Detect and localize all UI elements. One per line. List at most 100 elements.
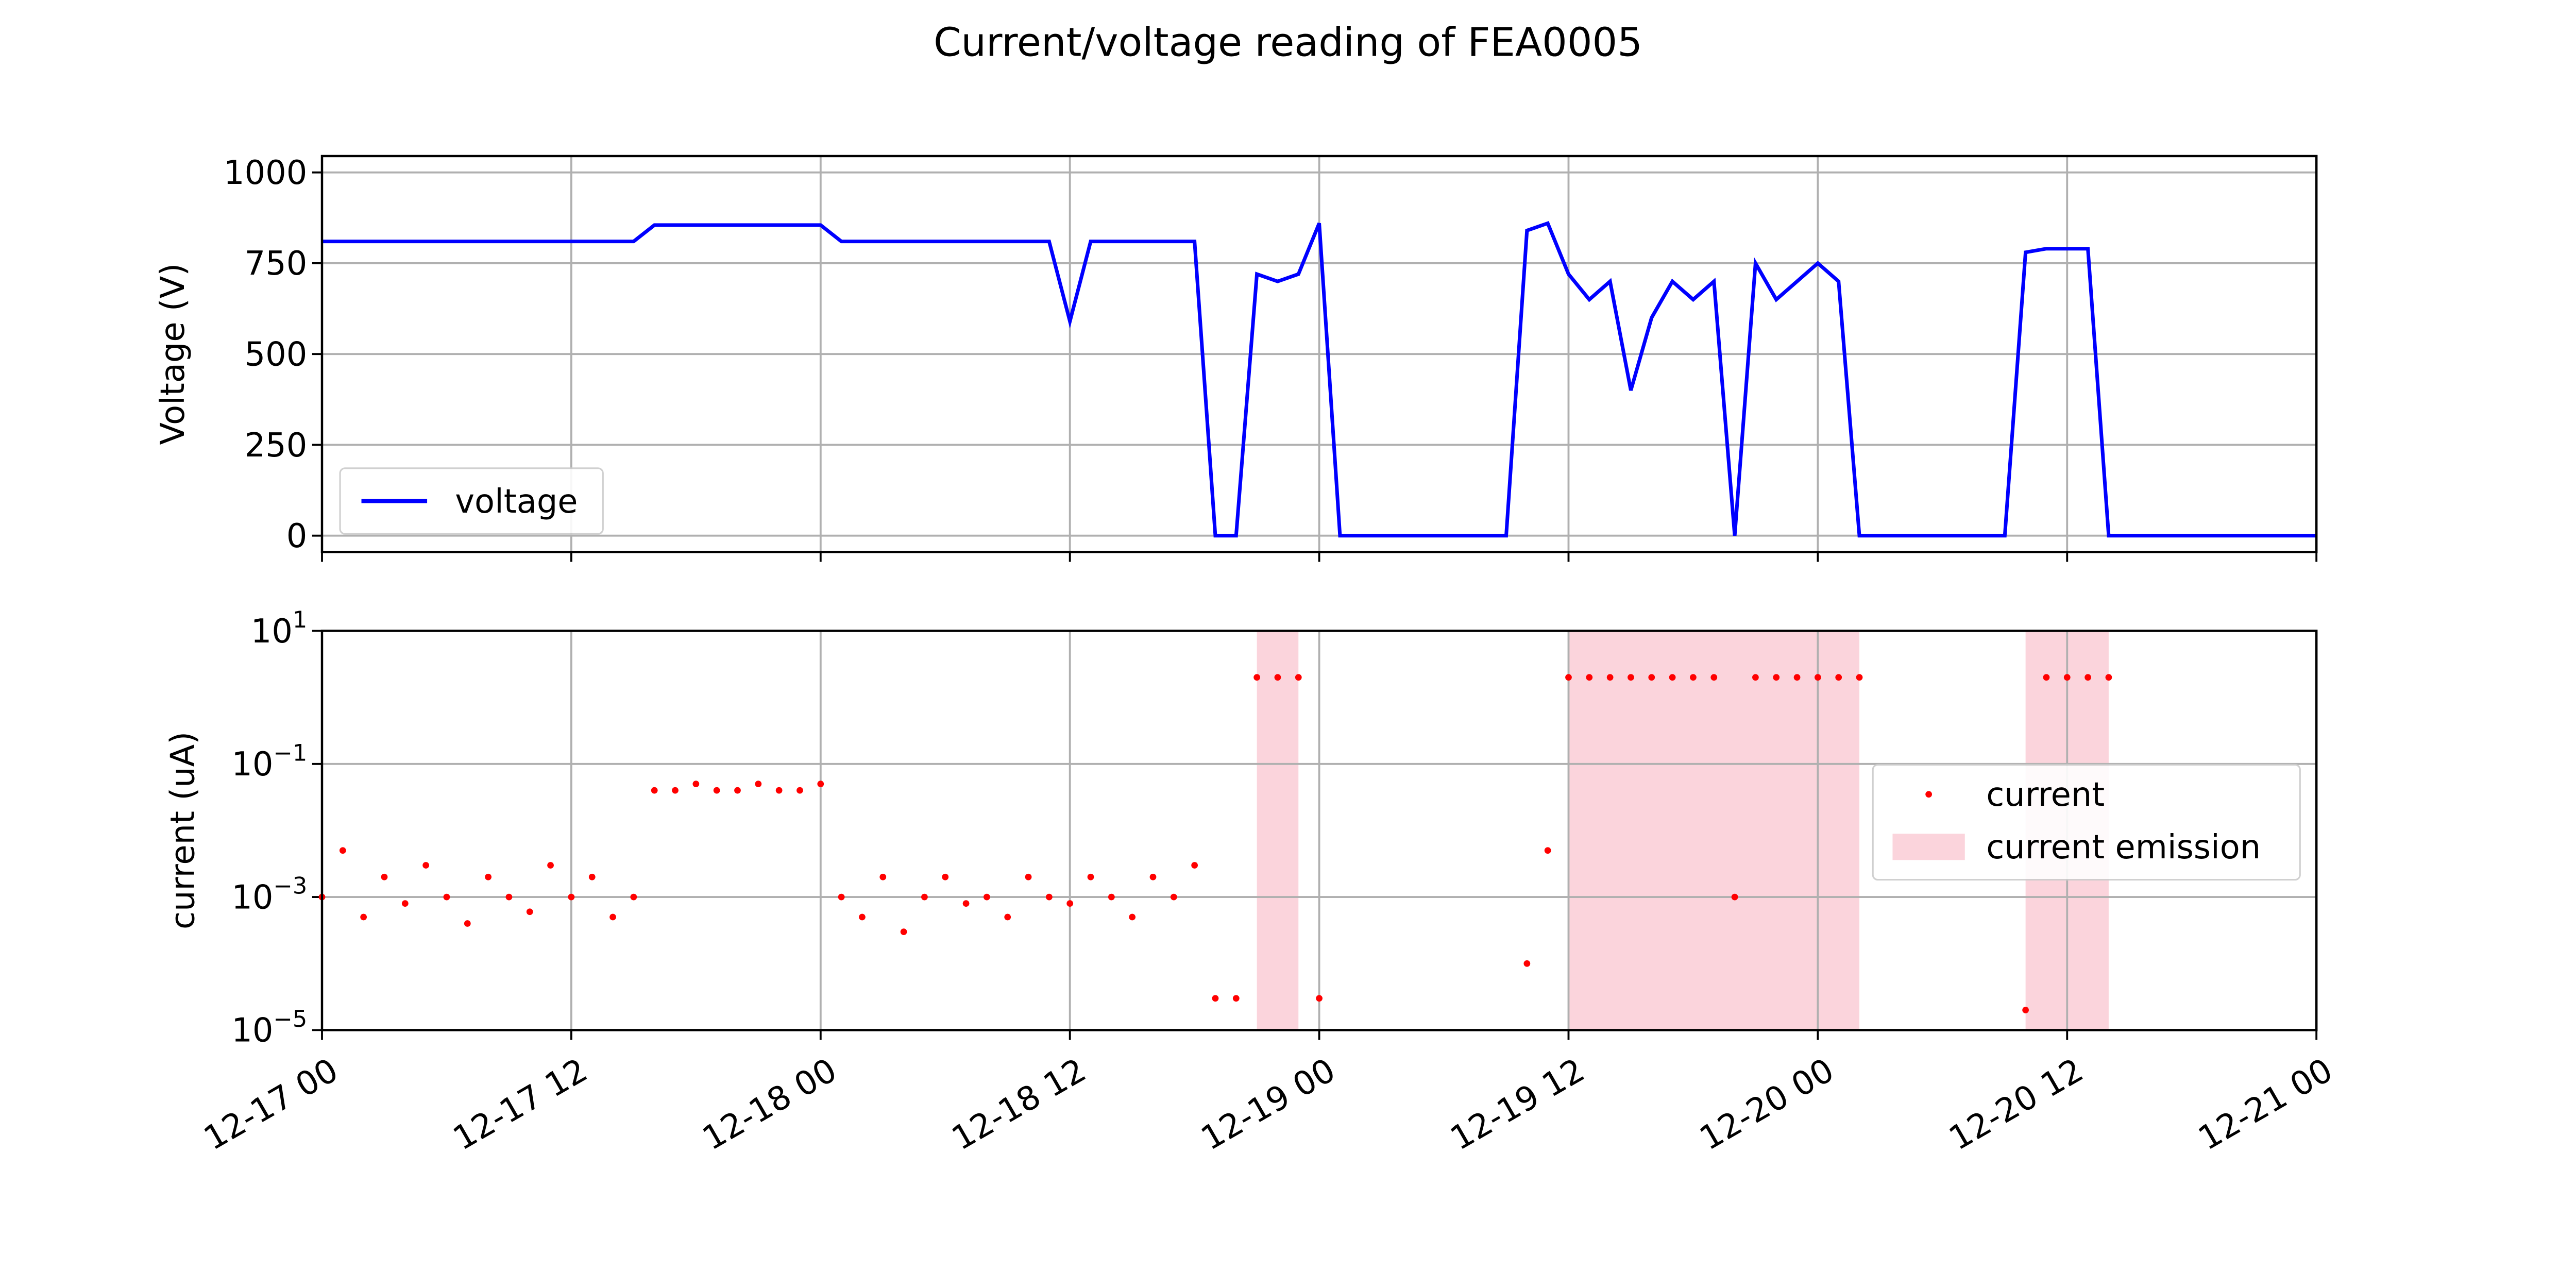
current-point	[755, 781, 762, 788]
axes-frame	[320, 155, 2318, 553]
current-point	[1232, 995, 1240, 1002]
x-tick-label: 12-18 12	[945, 1051, 1092, 1158]
x-tick-label: 12-21 00	[2192, 1051, 2339, 1158]
current-point	[360, 913, 367, 921]
voltage-line	[322, 221, 2317, 538]
y-tick-label: 1000	[224, 154, 307, 192]
current-point	[900, 928, 907, 935]
x-tick-label: 12-20 12	[1943, 1051, 2090, 1158]
y-tick-label: 101	[251, 606, 308, 651]
y-axis-label: Voltage (V)	[154, 263, 192, 445]
current-point	[1793, 674, 1801, 681]
legend-label: voltage	[455, 483, 578, 521]
legend-box	[339, 467, 604, 535]
current-point	[1108, 893, 1115, 901]
y-tick-label: 10−5	[231, 1006, 307, 1050]
x-tick-label: 12-17 00	[198, 1051, 345, 1158]
current-point	[984, 893, 990, 901]
current-point	[1087, 873, 1094, 880]
current-point	[2084, 674, 2091, 681]
axes-frame	[320, 630, 2318, 1031]
current-point	[1295, 674, 1302, 681]
current-point	[1606, 674, 1614, 681]
y-tick-label: 10−3	[231, 873, 307, 917]
y-tick-label: 10−1	[231, 739, 307, 784]
legend-label: current emission	[1986, 828, 2261, 867]
y-tick-label: 0	[286, 517, 308, 555]
current-point	[1523, 960, 1531, 967]
current-point	[485, 873, 492, 880]
y-tick-label: 750	[245, 245, 308, 283]
current-point	[1752, 674, 1759, 681]
emission-span	[1568, 631, 1735, 1030]
current-point	[630, 893, 637, 901]
current-point	[1212, 995, 1219, 1002]
current-point	[2043, 674, 2050, 681]
current-point	[526, 908, 533, 916]
current-point	[339, 847, 346, 854]
current-point	[1731, 893, 1738, 901]
current-point	[2063, 674, 2071, 681]
current-point	[672, 787, 679, 794]
current-point	[1004, 913, 1011, 921]
current-point	[838, 893, 845, 901]
x-tick-label: 12-19 00	[1195, 1051, 1342, 1158]
current-point	[422, 862, 430, 869]
current-point	[651, 787, 658, 794]
current-point	[1710, 674, 1718, 681]
current-point	[1648, 674, 1655, 681]
current-point	[1129, 913, 1136, 921]
current-point	[1856, 674, 1863, 681]
legend-swatch	[1925, 791, 1932, 798]
current-point	[443, 893, 450, 901]
current-point	[1025, 873, 1032, 880]
x-tick-label: 12-17 12	[447, 1051, 594, 1158]
legend-swatch	[1892, 834, 1965, 860]
current-point	[1835, 674, 1842, 681]
current-point	[1149, 873, 1157, 880]
current-point	[381, 873, 388, 880]
current-point	[1586, 674, 1593, 681]
current-point	[962, 900, 970, 907]
x-tick-label: 12-20 00	[1693, 1051, 1840, 1158]
current-point	[734, 787, 741, 794]
current-point	[1773, 674, 1780, 681]
legend-label: current	[1986, 776, 2105, 814]
figure-title: Current/voltage reading of FEA0005	[934, 20, 1642, 65]
current-point	[879, 873, 887, 880]
emission-span	[1735, 631, 1860, 1030]
y-tick-label: 500	[245, 336, 308, 374]
current-point	[921, 893, 928, 901]
current-point	[713, 787, 720, 794]
current-point	[1690, 674, 1697, 681]
current-point	[1316, 995, 1323, 1002]
current-point	[588, 873, 596, 880]
x-tick-label: 12-18 00	[696, 1051, 843, 1158]
current-point	[1066, 900, 1074, 907]
current-point	[796, 787, 803, 794]
current-point	[942, 873, 949, 880]
x-tick-label: 12-19 12	[1444, 1051, 1591, 1158]
current-point	[568, 893, 575, 901]
current-point	[817, 781, 824, 788]
current-point	[1544, 847, 1551, 854]
current-point	[692, 781, 700, 788]
y-axis-label: current (uA)	[164, 732, 202, 929]
current-point	[1669, 674, 1676, 681]
current-point	[1253, 674, 1260, 681]
current-point	[547, 862, 554, 869]
y-tick-label: 250	[245, 427, 308, 465]
legend-box	[1872, 764, 2301, 881]
current-point	[401, 900, 409, 907]
current-point	[1274, 674, 1281, 681]
current-point	[1565, 674, 1572, 681]
current-point	[775, 787, 783, 794]
current-point	[1170, 893, 1177, 901]
emission-span	[1257, 631, 1299, 1030]
current-point	[505, 893, 513, 901]
current-point	[859, 913, 866, 921]
current-point	[1628, 674, 1634, 681]
current-point	[2022, 1007, 2029, 1013]
current-point	[609, 913, 616, 921]
